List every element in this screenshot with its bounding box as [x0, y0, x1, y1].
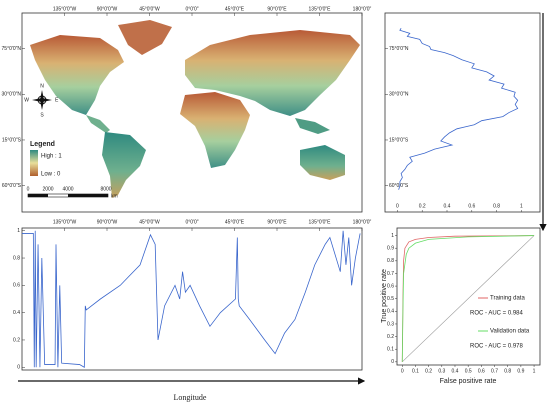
x-tick-label: 0.6	[478, 368, 485, 374]
lat-frame	[384, 12, 541, 213]
x-tick-label: 0	[401, 368, 404, 374]
map-lon-label: 90°0'0"E	[267, 6, 287, 12]
roc-frame	[396, 227, 541, 366]
map-lon-label: 0°0'0"	[185, 6, 198, 12]
legend-ramp	[30, 150, 38, 176]
x-tick-label: 180°0'0"	[353, 219, 372, 225]
y-tick-label: 0.6	[387, 283, 394, 289]
map-lat-label: 60°0'0"S	[2, 183, 22, 189]
x-tick-label: 0.7	[491, 368, 498, 374]
compass-e: E	[55, 97, 59, 103]
roc-curve	[401, 235, 535, 362]
y-tick-label: 60°0'0"S	[389, 183, 409, 189]
islands	[295, 118, 330, 134]
y-tick-label: 0	[17, 365, 20, 371]
map-lon-label: 180°0'0"	[353, 6, 372, 12]
annotation: ROC - AUC = 0.978	[470, 344, 524, 350]
map-lat-label: 15°0'0"S	[2, 137, 22, 143]
y-tick-label: 0.5	[387, 296, 394, 302]
map-lat-label: 75°0'0"N	[2, 46, 22, 52]
x-tick-label: 0.1	[412, 368, 419, 374]
y-tick-label: 30°0'0"N	[389, 92, 409, 98]
x-tick-label: 0.9	[517, 368, 524, 374]
x-tick-label: 45°0'0"W	[139, 219, 160, 225]
y-tick-label: 75°0'0"N	[389, 46, 409, 52]
north-america	[30, 35, 124, 115]
x-tick-label: 0.3	[438, 368, 445, 374]
x-tick-label: 1	[520, 203, 523, 209]
compass-s: S	[40, 112, 44, 118]
south-america	[102, 132, 146, 198]
y-tick-label: 0.2	[387, 334, 394, 340]
y-tick-label: 0.9	[387, 246, 394, 252]
x-tick-label: 0.5	[465, 368, 472, 374]
x-tick-label: 90°0'0"E	[267, 219, 287, 225]
scale-label: 8000	[100, 186, 111, 192]
compass: N E S W	[24, 83, 59, 118]
scale-bar: 0 2000 4000 8000 km	[27, 186, 118, 199]
scale-label: 2000	[42, 186, 53, 192]
compass-w: W	[24, 97, 29, 103]
lat-profile	[398, 28, 519, 190]
map-lon-label: 45°0'0"E	[225, 6, 245, 12]
x-arrow-label: Longitude	[174, 393, 207, 402]
africa	[180, 92, 250, 168]
lon-frame	[21, 227, 363, 371]
x-tick-label: 90°0'0"W	[97, 219, 118, 225]
y-tick-label: 0	[391, 359, 394, 365]
x-tick-label: 0°0'0"	[185, 219, 198, 225]
lon-profile	[22, 230, 361, 368]
map-lon-label: 135°0'0"W	[53, 6, 77, 12]
x-tick-label: 0.2	[425, 368, 432, 374]
australia	[300, 145, 345, 180]
scale-unit: km	[111, 193, 118, 199]
scale-label: 4000	[62, 186, 73, 192]
annotation: ROC - AUC = 0.984	[470, 311, 524, 317]
map-lon-label: 90°0'0"W	[97, 6, 118, 12]
map-land	[30, 20, 360, 198]
y-tick-label: 0.4	[13, 310, 20, 316]
legend-low: Low : 0	[41, 172, 61, 178]
map-lon-label: 45°0'0"W	[139, 6, 160, 12]
y-axis-label: True positive rate	[381, 269, 388, 323]
y-tick-label: 1	[17, 228, 20, 234]
y-tick-label: 1	[391, 233, 394, 239]
legend-title: Legend	[30, 141, 55, 148]
x-axis-label: False positive rate	[440, 378, 497, 385]
legend-label: Training data	[490, 296, 525, 302]
x-tick-label: 0.4	[452, 368, 459, 374]
x-tick-label: 45°0'0"E	[225, 219, 245, 225]
x-tick-label: 0.8	[493, 203, 500, 209]
central-america	[86, 115, 110, 133]
compass-n: N	[40, 83, 44, 89]
map-lon-label: 135°0'0"E	[309, 6, 332, 12]
y-tick-label: 0.8	[387, 258, 394, 264]
y-tick-label: 0.7	[387, 271, 394, 277]
scale-label: 0	[27, 186, 30, 192]
eurasia	[185, 30, 360, 116]
x-tick-label: 135°0'0"W	[53, 219, 77, 225]
x-tick-label: 135°0'0"E	[309, 219, 332, 225]
greenland	[118, 20, 172, 55]
x-tick-label: 1	[533, 368, 536, 374]
reference-diagonal	[402, 235, 535, 363]
y-tick-label: 0.1	[387, 347, 394, 353]
x-tick-label: 0.2	[419, 203, 426, 209]
y-tick-label: 0.3	[387, 321, 394, 327]
map-lat-label: 30°0'0"N	[2, 92, 22, 98]
x-tick-label: 0.4	[444, 203, 451, 209]
y-tick-label: 0.4	[387, 309, 394, 315]
x-tick-label: 0.6	[468, 203, 475, 209]
y-tick-label: 15°0'0"S	[389, 137, 409, 143]
legend-label: Validation data	[490, 329, 530, 335]
y-tick-label: 0.8	[13, 255, 20, 261]
x-tick-label: 0	[396, 203, 399, 209]
y-tick-label: 0.6	[13, 283, 20, 289]
y-tick-label: 0.2	[13, 337, 20, 343]
x-tick-label: 0.8	[504, 368, 511, 374]
legend-high: High : 1	[41, 154, 62, 160]
